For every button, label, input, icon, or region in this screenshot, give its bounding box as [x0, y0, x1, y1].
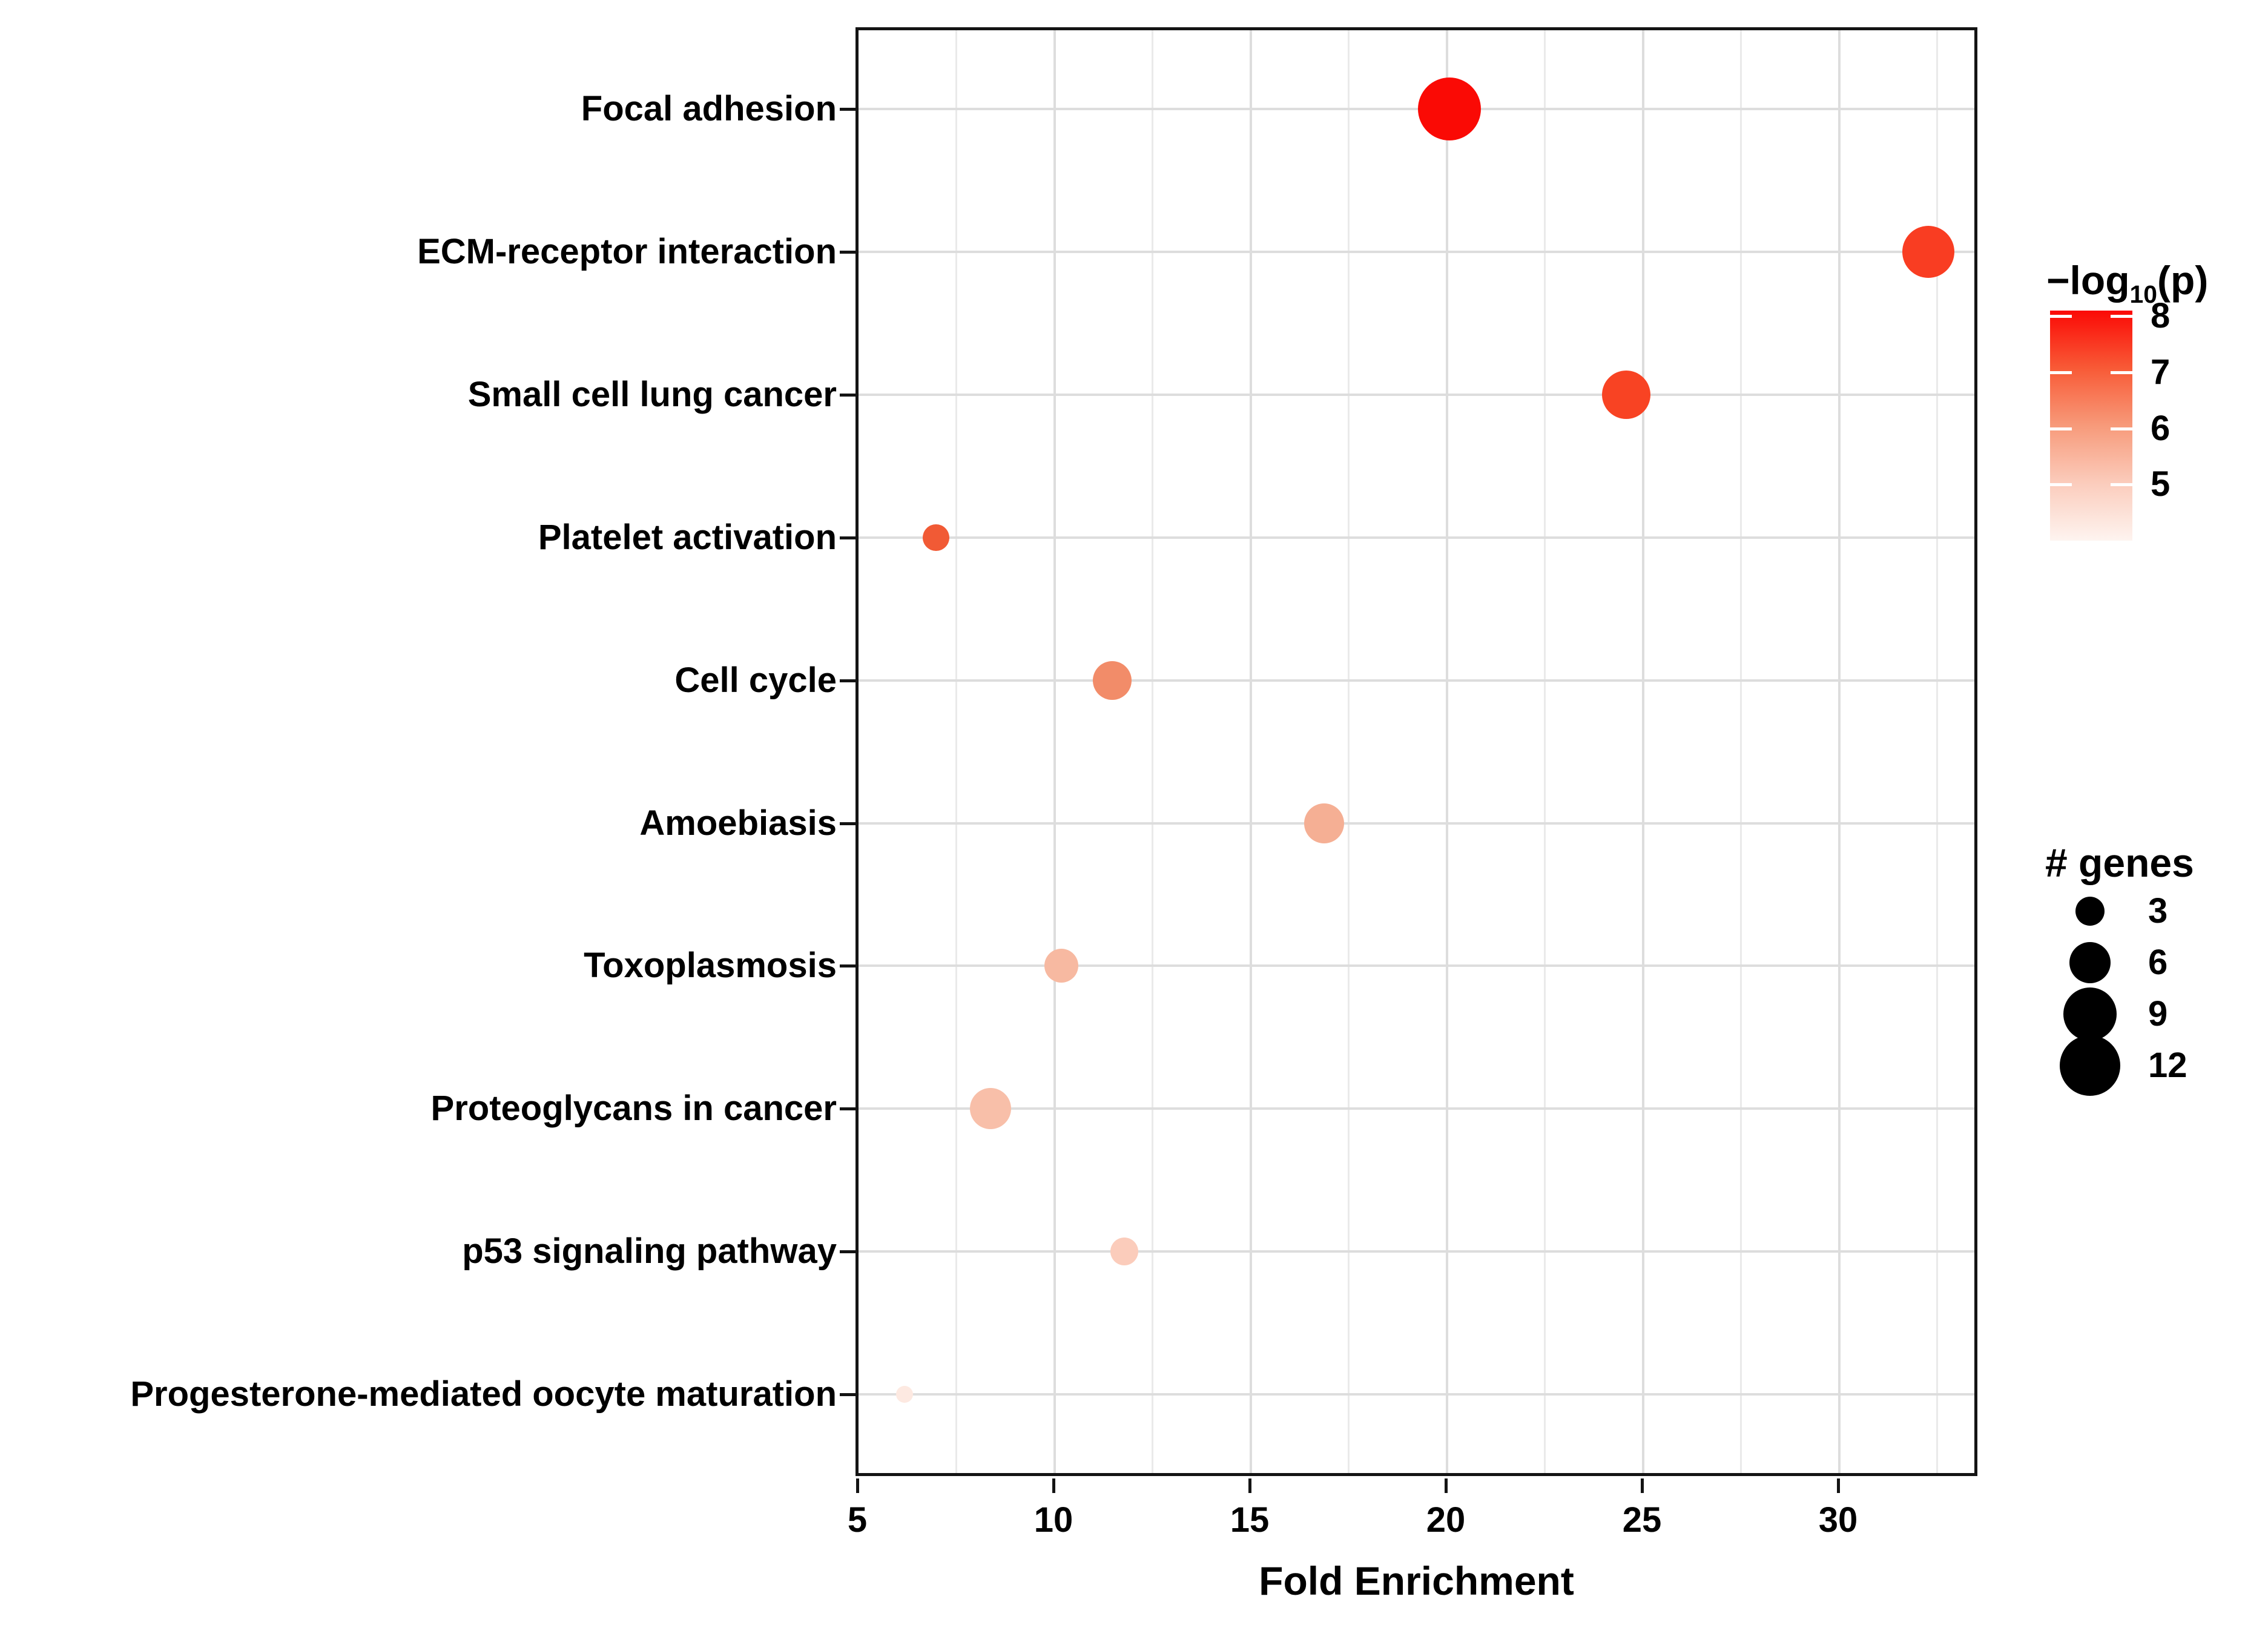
size-legend-dot: [2060, 1035, 2120, 1096]
color-legend-title-sub: 10: [2129, 280, 2158, 309]
y-axis-tick: [840, 679, 855, 682]
y-axis-tick: [840, 1393, 855, 1397]
x-axis-tick-label: 20: [1426, 1500, 1466, 1540]
color-legend-title: −log10(p): [2046, 260, 2208, 307]
color-legend-title-prefix: −log: [2046, 258, 2130, 303]
data-point: [1093, 661, 1132, 700]
colorbar-tick-notch: [2111, 371, 2132, 374]
gridline-vertical-major: [1838, 27, 1841, 1476]
data-point: [1902, 225, 1955, 278]
x-axis-tick: [1052, 1478, 1055, 1493]
data-point: [1418, 77, 1482, 140]
gridline-horizontal-major: [855, 822, 1977, 825]
gridline-vertical-major: [1053, 27, 1056, 1476]
y-axis-tick: [840, 393, 855, 397]
data-point: [1602, 370, 1651, 419]
y-axis-label: Amoebiasis: [639, 803, 837, 843]
x-axis-tick: [1248, 1478, 1251, 1493]
gridline-horizontal-major: [855, 108, 1977, 110]
gridline-vertical-major: [1446, 27, 1448, 1476]
size-legend-title: # genes: [2045, 840, 2194, 885]
y-axis-label: Platelet activation: [538, 517, 837, 557]
gridline-horizontal-major: [855, 1393, 1977, 1396]
colorbar-tick-notch: [2111, 427, 2132, 430]
size-legend-dot: [2075, 897, 2105, 926]
size-legend-label: 9: [2148, 994, 2168, 1033]
gridline-horizontal-major: [855, 1250, 1977, 1253]
data-point: [922, 524, 949, 551]
colorbar-tick-label: 8: [2151, 296, 2171, 336]
data-point: [895, 1386, 913, 1403]
gridline-vertical-minor: [1348, 27, 1350, 1476]
y-axis-label: Small cell lung cancer: [467, 374, 837, 414]
data-point: [1110, 1238, 1138, 1266]
gridline-horizontal-major: [855, 679, 1977, 682]
y-axis-label: Cell cycle: [674, 660, 837, 700]
x-axis-tick-label: 25: [1622, 1500, 1662, 1540]
y-axis-label: Focal adhesion: [581, 89, 837, 128]
size-legend-dot: [2069, 942, 2111, 983]
x-axis-tick-label: 10: [1033, 1500, 1073, 1540]
gridline-vertical-minor: [1740, 27, 1742, 1476]
colorbar-tick-notch: [2111, 483, 2132, 487]
color-legend-title-suffix: (p): [2157, 258, 2209, 303]
y-axis-tick: [840, 1107, 855, 1111]
colorbar-tick-label: 7: [2151, 352, 2171, 392]
x-axis-tick: [856, 1478, 859, 1493]
x-axis-title: Fold Enrichment: [1259, 1558, 1574, 1603]
x-axis-tick-label: 15: [1230, 1500, 1270, 1540]
x-axis-tick-label: 5: [847, 1500, 868, 1540]
colorbar-tick-notch: [2050, 427, 2072, 430]
y-axis-tick: [840, 250, 855, 254]
size-legend-label: 12: [2148, 1046, 2187, 1085]
colorbar-tick-notch: [2111, 315, 2132, 318]
data-point: [1304, 803, 1345, 843]
y-axis-tick: [840, 964, 855, 968]
colorbar-tick-notch: [2050, 483, 2072, 487]
colorbar-gradient: [2050, 311, 2132, 541]
y-axis-label: p53 signaling pathway: [462, 1231, 837, 1271]
y-axis-label: Proteoglycans in cancer: [430, 1089, 837, 1129]
colorbar-tick-label: 6: [2151, 408, 2171, 448]
gridline-horizontal-major: [855, 250, 1977, 253]
panel-border: [855, 27, 1977, 1476]
data-point: [1044, 949, 1078, 983]
gridline-vertical-minor: [1152, 27, 1153, 1476]
x-axis-tick: [1837, 1478, 1840, 1493]
size-legend-dot: [2063, 987, 2117, 1041]
x-axis-tick-label: 30: [1818, 1500, 1858, 1540]
size-legend-label: 6: [2148, 943, 2168, 982]
colorbar-tick-notch: [2050, 371, 2072, 374]
plot-panel: [855, 27, 1977, 1476]
y-axis-tick: [840, 536, 855, 539]
gridline-vertical-major: [1642, 27, 1644, 1476]
x-axis-tick: [1445, 1478, 1448, 1493]
data-point: [970, 1088, 1012, 1130]
colorbar-tick-notch: [2050, 315, 2072, 318]
gridline-vertical-minor: [1544, 27, 1546, 1476]
gridline-vertical-major: [1250, 27, 1252, 1476]
y-axis-tick: [840, 822, 855, 825]
colorbar-tick-label: 5: [2151, 464, 2171, 504]
gridline-vertical-minor: [955, 27, 957, 1476]
y-axis-label: Toxoplasmosis: [584, 946, 837, 986]
gridline-horizontal-major: [855, 536, 1977, 539]
y-axis-tick: [840, 108, 855, 111]
gridline-vertical-minor: [1936, 27, 1938, 1476]
gridline-horizontal-major: [855, 393, 1977, 396]
gridline-horizontal-major: [855, 964, 1977, 967]
y-axis-label: Progesterone-mediated oocyte maturation: [130, 1374, 837, 1414]
y-axis-tick: [840, 1250, 855, 1254]
gridline-horizontal-major: [855, 1107, 1977, 1110]
y-axis-label: ECM-receptor interaction: [417, 231, 837, 271]
x-axis-tick: [1641, 1478, 1644, 1493]
size-legend-label: 3: [2148, 891, 2168, 931]
